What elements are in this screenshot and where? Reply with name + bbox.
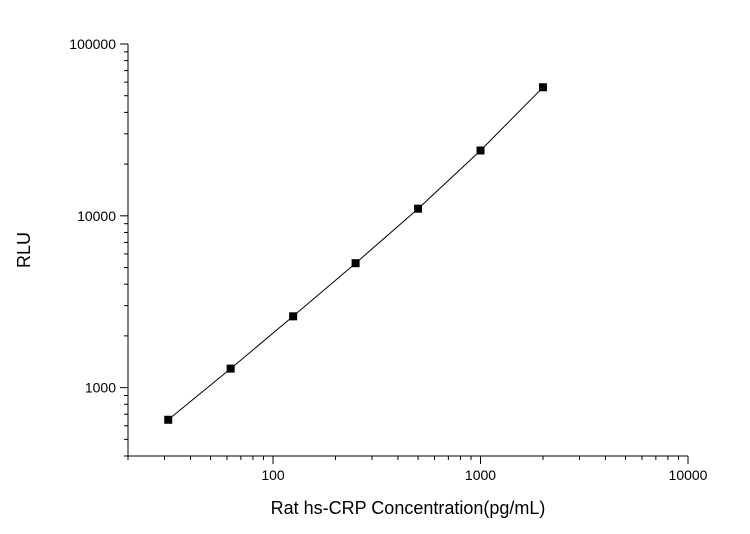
axes	[127, 44, 688, 457]
data-points	[164, 83, 547, 424]
data-point	[476, 146, 485, 155]
data-point	[226, 364, 235, 373]
y-tick-label: 100000	[69, 36, 116, 52]
y-tick-label: 1000	[85, 380, 116, 396]
data-point	[538, 83, 547, 92]
tick-marks	[120, 43, 689, 464]
y-axis-title: RLU	[14, 232, 34, 268]
x-axis-title: Rat hs-CRP Concentration(pg/mL)	[271, 498, 546, 518]
data-point	[289, 312, 298, 321]
y-tick-label: 10000	[77, 208, 116, 224]
x-tick-label: 100	[261, 467, 285, 483]
data-point	[164, 415, 173, 424]
x-tick-label: 1000	[465, 467, 496, 483]
fit-curve	[167, 86, 544, 421]
data-point	[414, 204, 423, 213]
tick-labels: 100 1000 10000 1000 10000 100000	[69, 36, 707, 483]
data-point	[351, 259, 360, 268]
x-tick-label: 10000	[669, 467, 708, 483]
